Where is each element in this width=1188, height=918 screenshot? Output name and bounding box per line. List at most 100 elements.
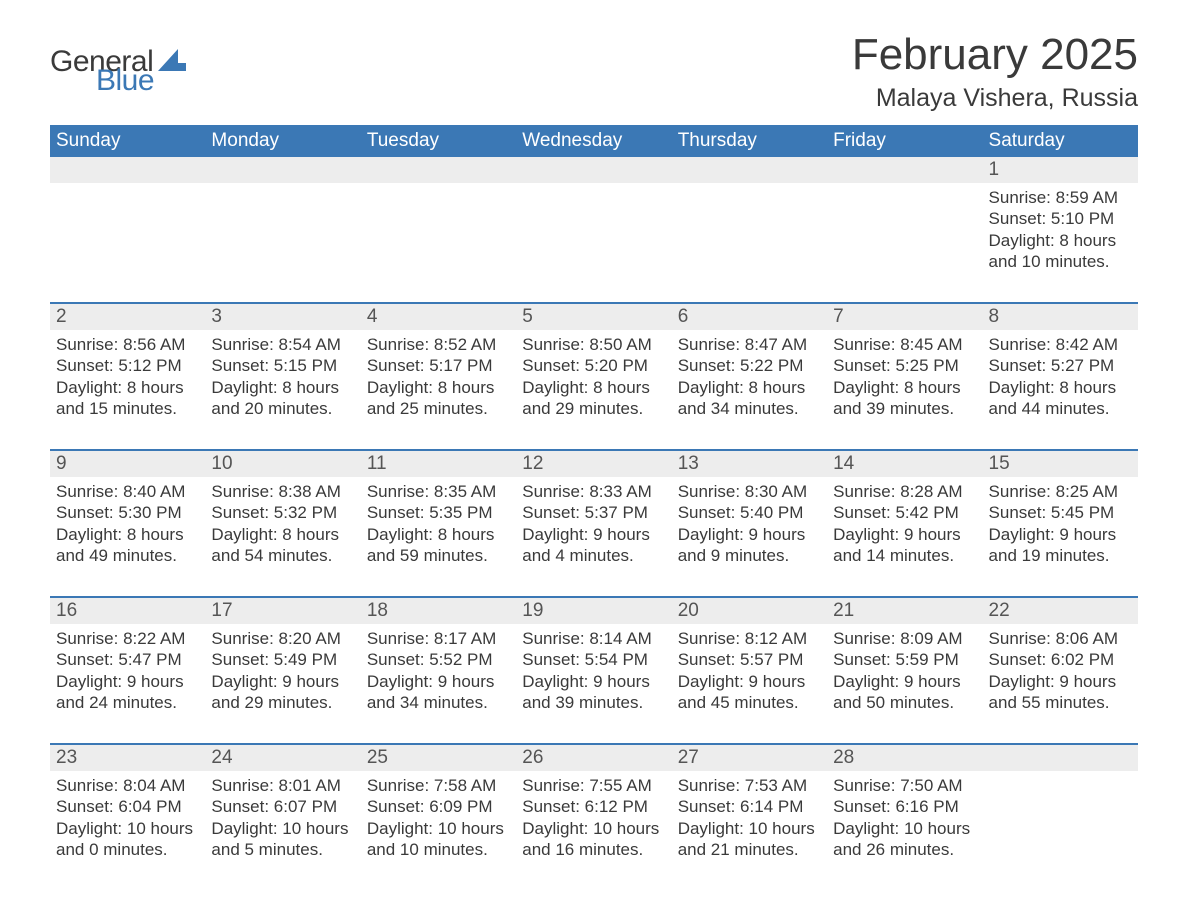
daylight-line2: and 49 minutes. [56,545,199,566]
week-daynum-row: 232425262728 [50,745,1138,771]
sunrise-text: Sunrise: 8:09 AM [833,628,976,649]
brand-text: General Blue [50,48,154,94]
sunset-text: Sunset: 5:27 PM [989,355,1132,376]
sunset-text: Sunset: 6:04 PM [56,796,199,817]
location-subtitle: Malaya Vishera, Russia [852,84,1138,113]
week-daynum-row: 16171819202122 [50,598,1138,624]
sunrise-text: Sunrise: 8:04 AM [56,775,199,796]
day-cell [361,183,516,303]
sunset-text: Sunset: 5:20 PM [522,355,665,376]
daylight-line2: and 29 minutes. [522,398,665,419]
daylight-line1: Daylight: 9 hours [522,524,665,545]
sunset-text: Sunset: 5:17 PM [367,355,510,376]
day-cell: Sunrise: 8:47 AMSunset: 5:22 PMDaylight:… [672,330,827,450]
sunrise-text: Sunrise: 8:38 AM [211,481,354,502]
daylight-line2: and 45 minutes. [678,692,821,713]
week-data-row: Sunrise: 8:59 AMSunset: 5:10 PMDaylight:… [50,183,1138,303]
daylight-line2: and 54 minutes. [211,545,354,566]
day-cell: Sunrise: 8:25 AMSunset: 5:45 PMDaylight:… [983,477,1138,597]
day-cell: Sunrise: 8:06 AMSunset: 6:02 PMDaylight:… [983,624,1138,744]
sunset-text: Sunset: 5:59 PM [833,649,976,670]
daylight-line2: and 19 minutes. [989,545,1132,566]
daylight-line1: Daylight: 8 hours [989,377,1132,398]
day-number: 8 [983,304,1138,330]
sunrise-text: Sunrise: 8:01 AM [211,775,354,796]
daylight-line1: Daylight: 9 hours [367,671,510,692]
day-cell: Sunrise: 8:28 AMSunset: 5:42 PMDaylight:… [827,477,982,597]
daylight-line1: Daylight: 8 hours [678,377,821,398]
sunset-text: Sunset: 5:12 PM [56,355,199,376]
sunset-text: Sunset: 5:45 PM [989,502,1132,523]
daylight-line2: and 14 minutes. [833,545,976,566]
daylight-line2: and 5 minutes. [211,839,354,860]
title-block: February 2025 Malaya Vishera, Russia [852,30,1138,113]
daylight-line1: Daylight: 8 hours [367,524,510,545]
daylight-line1: Daylight: 8 hours [56,377,199,398]
daylight-line1: Daylight: 9 hours [989,671,1132,692]
day-number [983,745,1138,771]
dayhead-fri: Friday [827,125,982,157]
sunrise-text: Sunrise: 8:52 AM [367,334,510,355]
sunset-text: Sunset: 5:42 PM [833,502,976,523]
day-number: 13 [672,451,827,477]
sunrise-text: Sunrise: 8:47 AM [678,334,821,355]
day-cell: Sunrise: 8:35 AMSunset: 5:35 PMDaylight:… [361,477,516,597]
daylight-line2: and 15 minutes. [56,398,199,419]
daylight-line2: and 34 minutes. [678,398,821,419]
daylight-line1: Daylight: 9 hours [833,671,976,692]
day-number: 20 [672,598,827,624]
daylight-line2: and 39 minutes. [833,398,976,419]
day-number: 2 [50,304,205,330]
day-number: 9 [50,451,205,477]
day-number: 4 [361,304,516,330]
day-cell [672,183,827,303]
daylight-line2: and 59 minutes. [367,545,510,566]
day-cell: Sunrise: 7:50 AMSunset: 6:16 PMDaylight:… [827,771,982,870]
daylight-line2: and 39 minutes. [522,692,665,713]
daylight-line1: Daylight: 10 hours [211,818,354,839]
week-daynum-row: 2345678 [50,304,1138,330]
day-number: 6 [672,304,827,330]
daylight-line1: Daylight: 9 hours [678,524,821,545]
daylight-line2: and 50 minutes. [833,692,976,713]
day-number [827,157,982,183]
sunrise-text: Sunrise: 8:22 AM [56,628,199,649]
day-number: 19 [516,598,671,624]
daylight-line1: Daylight: 9 hours [989,524,1132,545]
brand-logo: General Blue [50,48,186,94]
day-number: 21 [827,598,982,624]
sunset-text: Sunset: 5:15 PM [211,355,354,376]
sunset-text: Sunset: 5:30 PM [56,502,199,523]
sunset-text: Sunset: 5:57 PM [678,649,821,670]
daylight-line2: and 9 minutes. [678,545,821,566]
week-data-row: Sunrise: 8:40 AMSunset: 5:30 PMDaylight:… [50,477,1138,597]
sunrise-text: Sunrise: 8:59 AM [989,187,1132,208]
day-number: 23 [50,745,205,771]
day-cell: Sunrise: 8:40 AMSunset: 5:30 PMDaylight:… [50,477,205,597]
daylight-line1: Daylight: 9 hours [56,671,199,692]
day-number: 12 [516,451,671,477]
day-cell: Sunrise: 7:55 AMSunset: 6:12 PMDaylight:… [516,771,671,870]
day-number: 14 [827,451,982,477]
sunrise-text: Sunrise: 8:28 AM [833,481,976,502]
day-cell: Sunrise: 8:45 AMSunset: 5:25 PMDaylight:… [827,330,982,450]
day-cell: Sunrise: 8:30 AMSunset: 5:40 PMDaylight:… [672,477,827,597]
day-cell: Sunrise: 7:58 AMSunset: 6:09 PMDaylight:… [361,771,516,870]
calendar-table: Sunday Monday Tuesday Wednesday Thursday… [50,125,1138,870]
sunrise-text: Sunrise: 8:20 AM [211,628,354,649]
sunset-text: Sunset: 5:25 PM [833,355,976,376]
calendar-page: General Blue February 2025 Malaya Visher… [0,0,1188,910]
daylight-line2: and 29 minutes. [211,692,354,713]
week-data-row: Sunrise: 8:22 AMSunset: 5:47 PMDaylight:… [50,624,1138,744]
day-number: 7 [827,304,982,330]
week-daynum-row: 9101112131415 [50,451,1138,477]
sunrise-text: Sunrise: 7:53 AM [678,775,821,796]
sunrise-text: Sunrise: 8:06 AM [989,628,1132,649]
daylight-line1: Daylight: 9 hours [833,524,976,545]
sunrise-text: Sunrise: 8:56 AM [56,334,199,355]
sunset-text: Sunset: 5:37 PM [522,502,665,523]
sunset-text: Sunset: 5:52 PM [367,649,510,670]
day-number: 18 [361,598,516,624]
sunset-text: Sunset: 6:16 PM [833,796,976,817]
dayhead-tue: Tuesday [361,125,516,157]
